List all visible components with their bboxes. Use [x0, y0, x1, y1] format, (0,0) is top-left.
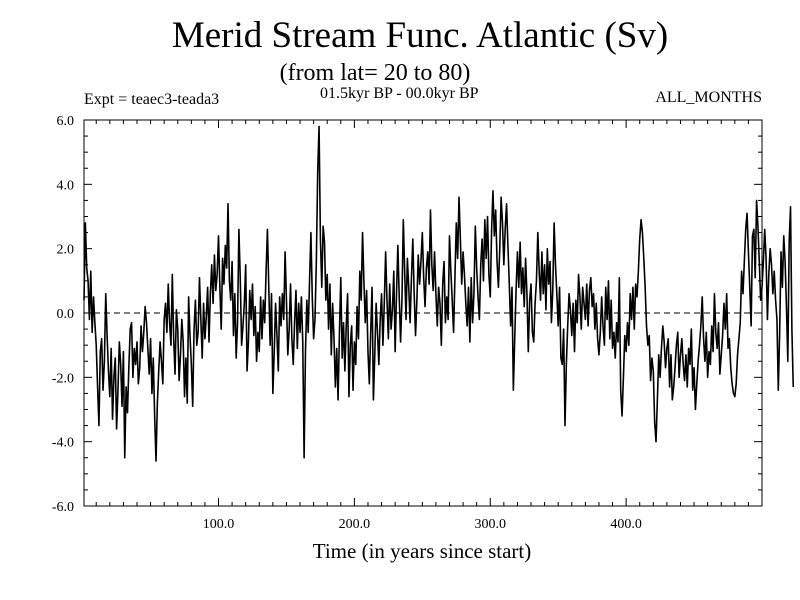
x-tick-label: 300.0	[475, 517, 507, 532]
y-tick-label: -6.0	[52, 500, 74, 515]
x-tick-label: 100.0	[203, 517, 235, 532]
x-axis-label: Time (in years since start)	[312, 539, 532, 563]
x-tick-label: 200.0	[339, 517, 371, 532]
y-tick-label: 4.0	[57, 178, 75, 193]
period-label: 01.5kyr BP - 00.0kyr BP	[320, 85, 479, 102]
chart-subtitle: (from lat= 20 to 80)	[279, 60, 471, 86]
y-tick-label: 2.0	[57, 243, 75, 258]
y-tick-label: -4.0	[52, 436, 74, 451]
y-tick-label: -2.0	[52, 371, 74, 386]
months-label: ALL_MONTHS	[655, 89, 762, 106]
chart-title: Merid Stream Func. Atlantic (Sv)	[171, 15, 669, 56]
x-tick-label: 400.0	[610, 517, 642, 532]
plot-frame	[83, 119, 763, 507]
y-tick-label: 0.0	[57, 307, 75, 322]
experiment-label: Expt = teaec3-teada3	[84, 91, 220, 108]
y-tick-label: 6.0	[57, 114, 75, 129]
series-line-0	[83, 125, 795, 462]
